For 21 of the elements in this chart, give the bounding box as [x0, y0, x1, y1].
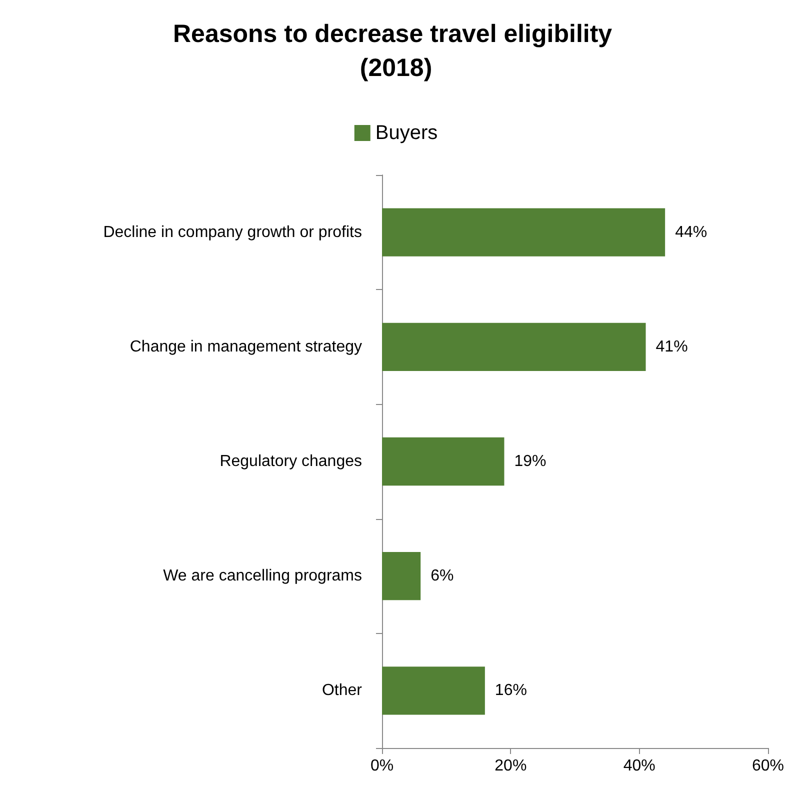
y-tick-label: We are cancelling programs [163, 568, 362, 585]
data-label: 44% [675, 224, 708, 241]
chart-title: Reasons to decrease travel eligibility (2018) [172, 20, 620, 82]
bar [382, 322, 646, 371]
data-label: 19% [514, 453, 546, 470]
y-tick-label: Change in management strategy [130, 338, 362, 356]
data-label: 6% [430, 568, 454, 585]
x-tick-label: 0% [370, 758, 394, 774]
legend-label: Buyers [375, 122, 438, 144]
bar [382, 437, 504, 486]
x-tick-label: 40% [623, 758, 656, 774]
data-label: 41% [656, 338, 688, 356]
y-tick-label: Other [322, 682, 363, 700]
bar [382, 552, 421, 600]
bar [382, 208, 666, 256]
bar [382, 666, 485, 715]
data-label: 16% [494, 682, 527, 700]
y-tick-label: Regulatory changes [220, 453, 362, 470]
y-tick-label: Decline in company growth or profits [103, 224, 362, 241]
x-tick-label: 20% [494, 758, 527, 774]
x-tick-label: 60% [752, 758, 784, 774]
